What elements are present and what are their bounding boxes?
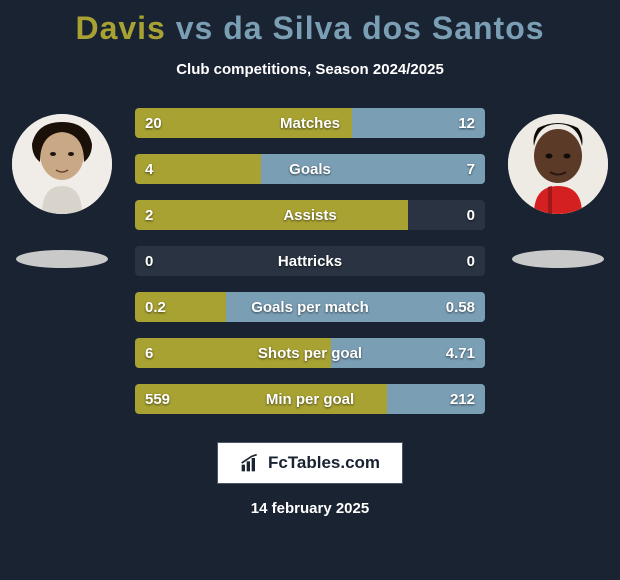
footer: FcTables.com 14 february 2025: [0, 442, 620, 517]
stat-value-left: 20: [145, 115, 162, 132]
stat-value-left: 6: [145, 345, 153, 362]
stat-row: 559 Min per goal 212: [135, 384, 485, 414]
stat-label: Goals: [289, 161, 331, 178]
player1-shadow: [16, 250, 108, 268]
stat-row: 2 Assists 0: [135, 200, 485, 230]
stat-value-right: 0: [467, 253, 475, 270]
stat-value-right: 212: [450, 391, 475, 408]
stat-value-left: 0: [145, 253, 153, 270]
stat-row: 20 Matches 12: [135, 108, 485, 138]
vs-text: vs: [166, 10, 223, 46]
comparison-body: 20 Matches 12 4 Goals 7 2 Assists 0 0 Hattricks 0 0.…: [0, 108, 620, 414]
comparison-card: Davis vs da Silva dos Santos Club compet…: [0, 0, 620, 580]
stat-label: Matches: [280, 115, 340, 132]
stat-bars: 20 Matches 12 4 Goals 7 2 Assists 0 0 Hattricks 0 0.…: [135, 108, 485, 414]
player2-avatar: [508, 114, 608, 214]
stat-label: Min per goal: [266, 391, 354, 408]
brand-text: FcTables.com: [268, 453, 380, 473]
chart-icon: [240, 453, 260, 473]
stat-bar-left: [135, 154, 261, 184]
stat-value-left: 4: [145, 161, 153, 178]
person-icon: [12, 114, 112, 214]
date-text: 14 february 2025: [251, 500, 369, 517]
stat-label: Hattricks: [278, 253, 342, 270]
stat-value-left: 2: [145, 207, 153, 224]
stat-row: 6 Shots per goal 4.71: [135, 338, 485, 368]
player1-avatar: [12, 114, 112, 214]
stat-row: 0 Hattricks 0: [135, 246, 485, 276]
stat-row: 0.2 Goals per match 0.58: [135, 292, 485, 322]
stat-value-right: 0: [467, 207, 475, 224]
stat-value-left: 0.2: [145, 299, 166, 316]
stat-value-right: 7: [467, 161, 475, 178]
stat-bar-left: [135, 200, 408, 230]
stat-value-left: 559: [145, 391, 170, 408]
player2-side: [503, 108, 613, 268]
person-icon: [508, 114, 608, 214]
player1-title-name: Davis: [75, 10, 165, 46]
stat-value-right: 4.71: [446, 345, 475, 362]
stat-label: Assists: [283, 207, 336, 224]
stat-row: 4 Goals 7: [135, 154, 485, 184]
player2-shadow: [512, 250, 604, 268]
stat-value-right: 12: [458, 115, 475, 132]
stat-label: Shots per goal: [258, 345, 362, 362]
stat-value-right: 0.58: [446, 299, 475, 316]
stat-label: Goals per match: [251, 299, 369, 316]
brand-badge: FcTables.com: [217, 442, 403, 484]
player2-title-name: da Silva dos Santos: [223, 10, 544, 46]
subtitle: Club competitions, Season 2024/2025: [0, 61, 620, 78]
page-title: Davis vs da Silva dos Santos: [0, 10, 620, 47]
player1-side: [7, 108, 117, 268]
